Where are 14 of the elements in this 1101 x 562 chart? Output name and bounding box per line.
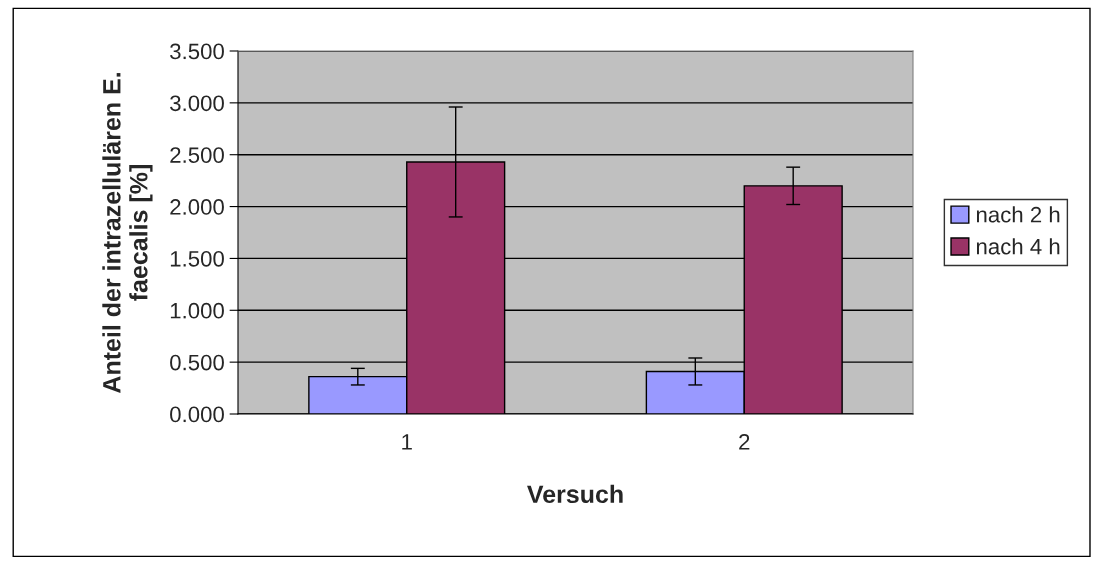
y-tick-label: 2.000 (170, 199, 224, 215)
legend-label: nach 2 h (976, 206, 1060, 223)
y-tick-label: 1.000 (170, 302, 224, 319)
y-tick-label: 2.500 (170, 147, 224, 163)
legend-label: nach 4 h (976, 238, 1060, 255)
y-tick-label: 0.000 (170, 406, 224, 423)
x-tick-label: 2 (739, 434, 750, 450)
x-tick-label: 1 (402, 434, 412, 450)
y-axis-title: Anteil der intrazellulären E. faecalis [%] (102, 73, 153, 394)
y-tick-label: 1.500 (170, 250, 224, 267)
y-tick-label: 3.000 (170, 95, 224, 112)
y-tick-label: 3.500 (170, 43, 224, 60)
y-tick-label: 0.500 (170, 354, 224, 371)
x-axis-title: Versuch (527, 484, 623, 504)
